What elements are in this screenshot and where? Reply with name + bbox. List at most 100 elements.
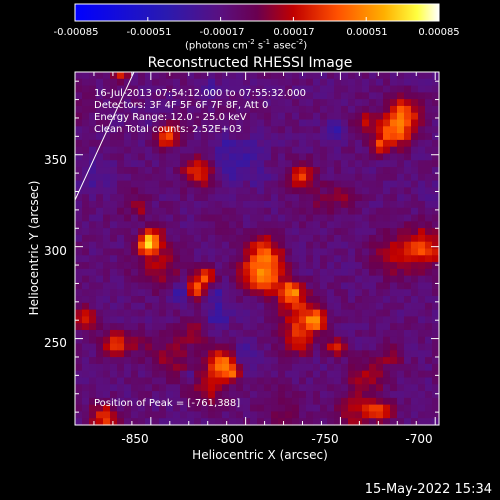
- heatmap-cell: [124, 72, 132, 80]
- heatmap-cell: [194, 72, 202, 80]
- heatmap-cell: [75, 248, 83, 256]
- heatmap-cell: [292, 296, 300, 304]
- heatmap-cell: [138, 200, 146, 209]
- heatmap-cell: [138, 167, 146, 175]
- heatmap-cell: [89, 316, 97, 324]
- heatmap-cell: [418, 296, 426, 304]
- heatmap-cell: [264, 336, 272, 345]
- heatmap-cell: [236, 78, 244, 87]
- heatmap-cell: [299, 343, 307, 351]
- heatmap-cell: [355, 85, 363, 93]
- heatmap-cell: [180, 173, 188, 182]
- heatmap-cell: [145, 160, 153, 168]
- heatmap-cell: [299, 329, 307, 338]
- heatmap-cell: [103, 384, 111, 392]
- heatmap-cell: [306, 99, 314, 107]
- heatmap-cell: [166, 221, 174, 229]
- heatmap-cell: [404, 370, 412, 379]
- heatmap-cell: [96, 384, 104, 392]
- heatmap-cell: [159, 85, 167, 93]
- heatmap-cell: [236, 85, 244, 93]
- heatmap-cell: [334, 207, 342, 216]
- heatmap-cell: [404, 207, 412, 216]
- heatmap-cell: [362, 404, 370, 413]
- heatmap-cell: [411, 404, 419, 413]
- heatmap-cell: [96, 187, 104, 195]
- heatmap-cell: [229, 187, 237, 195]
- heatmap-cell: [194, 207, 202, 216]
- heatmap-cell: [117, 282, 125, 290]
- heatmap-cell: [257, 146, 265, 155]
- heatmap-cell: [264, 370, 272, 379]
- heatmap-cell: [278, 126, 286, 134]
- heatmap-cell: [397, 241, 405, 250]
- heatmap-cell: [96, 275, 104, 284]
- heatmap-cell: [124, 370, 132, 379]
- heatmap-cell: [229, 391, 237, 399]
- heatmap-cell: [285, 194, 293, 202]
- heatmap-cell: [96, 200, 104, 209]
- heatmap-cell: [131, 146, 139, 155]
- heatmap-cell: [152, 241, 160, 250]
- heatmap-cell: [383, 384, 391, 392]
- heatmap-cell: [285, 119, 293, 127]
- heatmap-cell: [82, 187, 90, 195]
- heatmap-cell: [138, 92, 146, 100]
- heatmap-cell: [390, 85, 398, 93]
- heatmap-cell: [285, 411, 293, 419]
- heatmap-cell: [138, 262, 146, 270]
- heatmap-cell: [152, 200, 160, 209]
- heatmap-cell: [124, 255, 132, 263]
- heatmap-cell: [299, 370, 307, 379]
- heatmap-cell: [96, 377, 104, 385]
- heatmap-cell: [320, 119, 328, 127]
- heatmap-cell: [376, 316, 384, 324]
- heatmap-cell: [152, 350, 160, 358]
- heatmap-cell: [383, 200, 391, 209]
- heatmap-cell: [152, 105, 160, 114]
- heatmap-cell: [89, 153, 97, 161]
- heatmap-cell: [369, 207, 377, 216]
- heatmap-cell: [173, 85, 181, 93]
- heatmap-cell: [383, 92, 391, 100]
- heatmap-cell: [75, 350, 83, 358]
- heatmap-cell: [180, 248, 188, 256]
- heatmap-cell: [145, 200, 153, 209]
- heatmap-cell: [285, 167, 293, 175]
- heatmap-cell: [250, 153, 258, 161]
- heatmap-cell: [145, 370, 153, 379]
- heatmap-cell: [306, 268, 314, 277]
- heatmap-cell: [236, 187, 244, 195]
- heatmap-cell: [432, 160, 440, 168]
- heatmap-cell: [180, 126, 188, 134]
- heatmap-cell: [103, 357, 111, 365]
- heatmap-cell: [404, 391, 412, 399]
- heatmap-cell: [376, 282, 384, 290]
- heatmap-cell: [271, 78, 279, 87]
- heatmap-cell: [390, 112, 398, 121]
- heatmap-cell: [264, 167, 272, 175]
- heatmap-cell: [138, 391, 146, 399]
- annotation-energy: Energy Range: 12.0 - 25.0 keV: [94, 112, 247, 123]
- heatmap-cell: [257, 214, 265, 222]
- heatmap-cell: [432, 391, 440, 399]
- heatmap-cell: [397, 336, 405, 345]
- heatmap-cell: [187, 228, 195, 236]
- heatmap-cell: [145, 296, 153, 304]
- heatmap-cell: [320, 228, 328, 236]
- heatmap-cell: [124, 397, 132, 406]
- heatmap-cell: [341, 173, 349, 182]
- heatmap-cell: [243, 92, 251, 100]
- heatmap-cell: [201, 180, 209, 189]
- heatmap-cell: [390, 418, 398, 426]
- heatmap-cell: [285, 248, 293, 256]
- heatmap-cell: [82, 404, 90, 413]
- heatmap-cell: [404, 316, 412, 324]
- heatmap-cell: [334, 92, 342, 100]
- heatmap-cell: [369, 262, 377, 270]
- heatmap-cell: [320, 282, 328, 290]
- heatmap-cell: [159, 173, 167, 182]
- heatmap-cell: [299, 241, 307, 250]
- heatmap-cell: [117, 207, 125, 216]
- heatmap-cell: [418, 119, 426, 127]
